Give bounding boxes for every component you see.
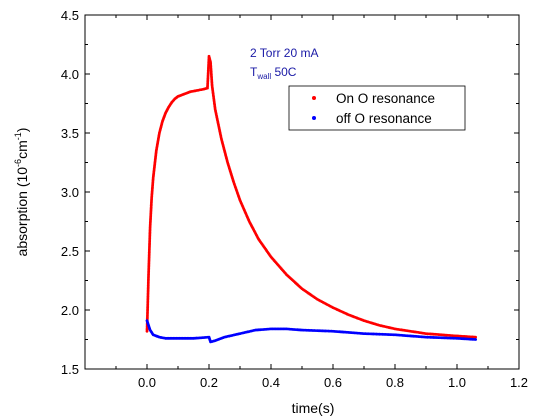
x-tick-label: 0.4 xyxy=(262,375,280,390)
annotation-line1: 2 Torr 20 mA xyxy=(250,46,318,60)
series-on-resonance xyxy=(145,54,477,339)
legend: On O resonance off O resonance xyxy=(288,85,466,131)
x-tick-label: 1.0 xyxy=(448,375,466,390)
legend-box xyxy=(288,85,466,131)
annotation-wall-subscript: wall xyxy=(256,72,271,81)
plot-frame xyxy=(84,14,520,370)
legend-marker-on xyxy=(312,96,316,100)
y-axis-label-main: absorption (10 xyxy=(14,167,30,257)
y-axis-label-mid: cm xyxy=(14,140,30,159)
x-tick-label: 0.8 xyxy=(386,375,404,390)
axis-ticks: 0.0 0.2 0.4 0.6 0.8 1.0 1.2 1.5 2.0 2.5 3.0 3.5 4.0 4… xyxy=(61,8,528,390)
y-tick-label: 2.5 xyxy=(61,244,79,259)
annotation-t: T xyxy=(250,65,258,79)
y-tick-label: 4.0 xyxy=(61,67,79,82)
y-tick-label: 3.0 xyxy=(61,185,79,200)
data-point xyxy=(474,338,477,341)
legend-label-on: On O resonance xyxy=(336,91,435,106)
y-tick-label: 3.5 xyxy=(61,126,79,141)
x-tick-label: 0.6 xyxy=(324,375,342,390)
data-series xyxy=(145,54,477,344)
annotation-line2: Twall 50C xyxy=(250,65,297,81)
x-tick-label: 0.0 xyxy=(138,375,156,390)
y-tick-label: 2.0 xyxy=(61,303,79,318)
data-point xyxy=(474,335,477,339)
legend-marker-off xyxy=(312,116,316,120)
series-off-resonance xyxy=(145,319,477,344)
y-tick-label: 4.5 xyxy=(61,8,79,23)
x-tick-label: 1.2 xyxy=(510,375,528,390)
legend-label-off: off O resonance xyxy=(336,111,432,126)
annotation-temp: 50C xyxy=(271,65,297,79)
x-axis-label: time(s) xyxy=(292,400,335,416)
x-tick-label: 0.2 xyxy=(200,375,218,390)
y-tick-label: 1.5 xyxy=(61,362,79,377)
y-axis-label: absorption (10-6cm-1) xyxy=(13,128,30,257)
y-axis-label-end: ) xyxy=(14,128,30,133)
y-axis-label-sup2: -1 xyxy=(13,132,23,140)
y-axis-label-sup: -6 xyxy=(13,159,23,167)
